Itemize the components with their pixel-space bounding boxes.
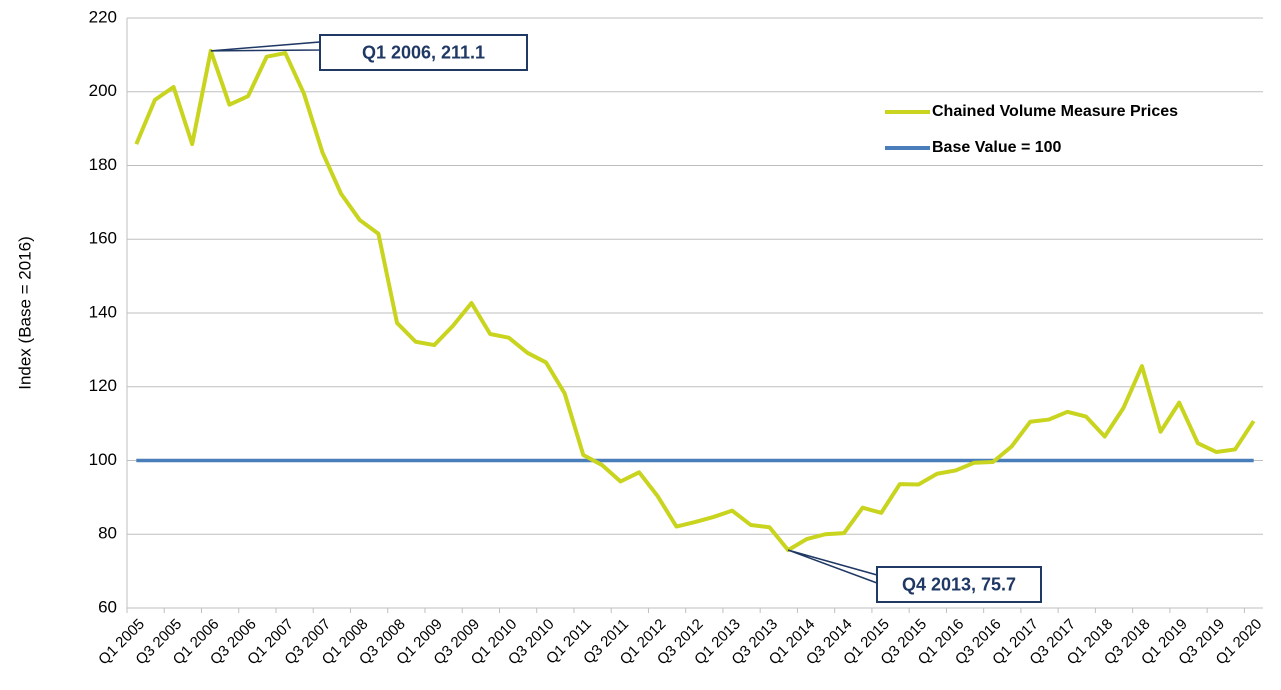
annotation: Q1 2006, 211.1 — [362, 42, 485, 62]
y-tick-label: 160 — [89, 229, 117, 248]
legend-label: Base Value = 100 — [932, 139, 1062, 156]
y-tick-label: 80 — [98, 524, 117, 543]
callout-box — [319, 34, 528, 71]
callout-pointer — [787, 549, 878, 585]
series-line — [134, 48, 1256, 553]
y-tick-label: 120 — [89, 376, 117, 395]
y-tick-label: 100 — [89, 450, 117, 469]
callout-pointer — [210, 41, 321, 52]
y-tick-label: 180 — [89, 155, 117, 174]
y-tick-label: 60 — [98, 597, 117, 616]
y-tick-label: 200 — [89, 81, 117, 100]
callout-box — [876, 566, 1042, 603]
y-tick-label: 140 — [89, 302, 117, 321]
y-tick-label: 220 — [89, 7, 117, 26]
annotation: Q4 2013, 75.7 — [902, 574, 1016, 594]
y-axis-label: Index (Base = 2016) — [15, 236, 34, 390]
legend-label: Chained Volume Measure Prices — [932, 103, 1178, 120]
